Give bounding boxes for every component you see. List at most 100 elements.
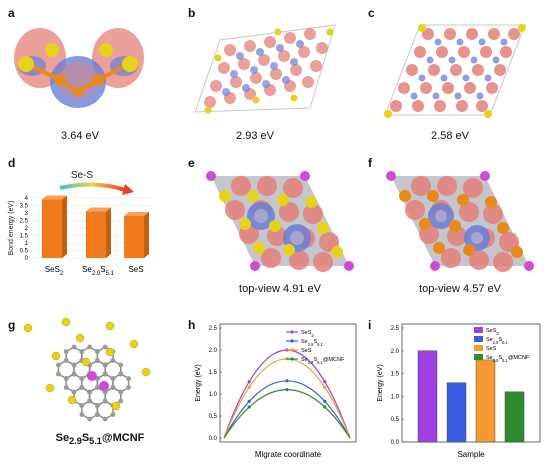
topview-isosurface-e [206,171,354,272]
panel-g-caption: Se2.9S5.1@MCNF [55,432,145,447]
chart-h-point [323,380,327,384]
panel-a-caption: 3.64 eV [61,130,99,142]
carbon-atom [94,403,100,408]
chart-i-bar [475,359,496,443]
chart-h-series-line [223,358,351,439]
chart-h-series-line [223,349,351,439]
panel-h-label: h [188,318,196,332]
chart-i-bar [417,350,438,443]
chart-i-ytick: 1.0 [391,394,400,400]
chart-h-ytick: 1.5 [209,370,218,376]
chart-i-ytick: 0.5 [391,417,400,423]
chart-i-ytick: 2.0 [391,349,400,355]
chart-h-legend-marker [290,348,294,352]
carbon-atom [87,344,92,350]
chart-i-frame [401,323,541,443]
carbon-atom [63,376,69,381]
panel-a-label: a [8,6,15,20]
chart-h-point [285,388,289,392]
carbon-atom [79,349,85,354]
chart-h-xlabel: Migrate coordinate [255,450,322,459]
chart-i-legend-label: SeS [486,346,497,352]
carbon-atom [79,412,85,417]
chart-d-ytick: 0 [25,256,29,262]
carbon-atom [56,362,61,368]
chart-h-point [323,405,327,409]
carbon-atom [63,385,69,390]
carbon-atom [110,412,116,417]
chart-h-ytick: 0.0 [209,436,218,442]
carbon-atom [79,403,85,408]
carbon-atom [118,389,124,395]
chart-i-legend-label: Se2.9S5.1 [486,337,509,345]
chart-i-xlabel: Sample [457,450,485,459]
carbon-atom [71,362,77,368]
chart-d-bar-top [124,212,149,216]
chart-d-bar-side [144,212,149,258]
chart-i-legend-swatch [474,354,483,360]
chart-h-point [285,379,289,383]
chart-h-legend-label: Se2.9S5.1 [301,339,324,347]
panel-b-caption: 2.93 eV [236,130,274,142]
carbon-atom [79,385,85,390]
chart-i-legend-swatch [474,336,483,342]
chart-i-ytick: 2.5 [391,326,400,332]
carbon-atom [126,376,131,381]
panel-c-label: c [368,6,375,20]
chart-h-point [323,385,327,389]
carbon-atom [110,385,116,390]
carbon-atom [63,349,69,354]
chart-i-legend-label: Se2.9S5.1@MCNF [486,355,530,363]
graphene-hexagon [81,400,99,420]
carbon-atom [102,398,108,404]
chart-d-ylabel: Bond energy (eV) [8,201,15,256]
carbon-atom [94,412,100,417]
carbon-atom [118,398,124,404]
chart-d-bond-energy: Se-S Bond energy (eV) 00.511.522.533.54 … [8,170,150,277]
chart-h-ytick: 2.5 [209,326,218,332]
chart-h-legend-label: Se2.9S5.1@MCNF [301,357,345,365]
chart-d-ytick: 3.5 [20,204,29,210]
chart-h-legend-marker [290,339,294,343]
carbon-atom [118,362,124,368]
chart-d-bar [124,216,144,258]
panel-i-label: i [368,318,372,332]
chart-d-bar-top [42,195,67,200]
chart-d-category: Se2.9S5.1 [82,265,114,277]
panel-f-caption: top-view 4.57 eV [419,283,501,295]
panel-d-label: d [8,156,16,170]
panel-e-label: e [188,156,195,170]
chart-i-ylabel: Energy (eV) [377,364,384,401]
chart-h-point [323,399,327,403]
carbon-atom [94,358,100,363]
carbon-atom [63,358,69,363]
chart-d-category: SeS [128,265,143,274]
carbon-atom [87,416,92,422]
carbon-atom [118,371,124,377]
chart-h-point [247,380,251,384]
chart-h-energy-profile: Energy (eV) Migrate coordinate 0.0 0.5 1.0… [195,323,357,459]
molecule-isosurface-a [14,28,144,108]
panel-b-label: b [188,6,196,20]
chart-d-ytick: 4 [25,196,29,202]
chart-d-ytick: 1 [25,241,29,247]
carbon-atom [102,344,108,350]
chart-d-ytick: 2.5 [20,219,29,225]
carbon-atom [71,371,77,377]
panel-g-label: g [8,318,16,332]
chart-h-ylabel: Energy (eV) [195,364,202,401]
chart-d-bar-side [106,207,111,258]
crystal-isosurface-b [194,24,336,114]
carbon-atom [56,371,61,377]
carbon-atom [110,376,116,381]
chart-d-annotation: Se-S [71,170,94,181]
chart-h-ytick: 2.0 [209,348,218,354]
graphene-structure-g [23,317,151,422]
chart-i-bar [446,382,467,443]
chart-h-ytick: 0.5 [209,414,218,420]
panel-c-caption: 2.58 eV [431,130,469,142]
chart-h-point [247,399,251,403]
carbon-atom [110,358,116,363]
chart-h-point [247,405,251,409]
chart-d-bar [42,199,62,258]
